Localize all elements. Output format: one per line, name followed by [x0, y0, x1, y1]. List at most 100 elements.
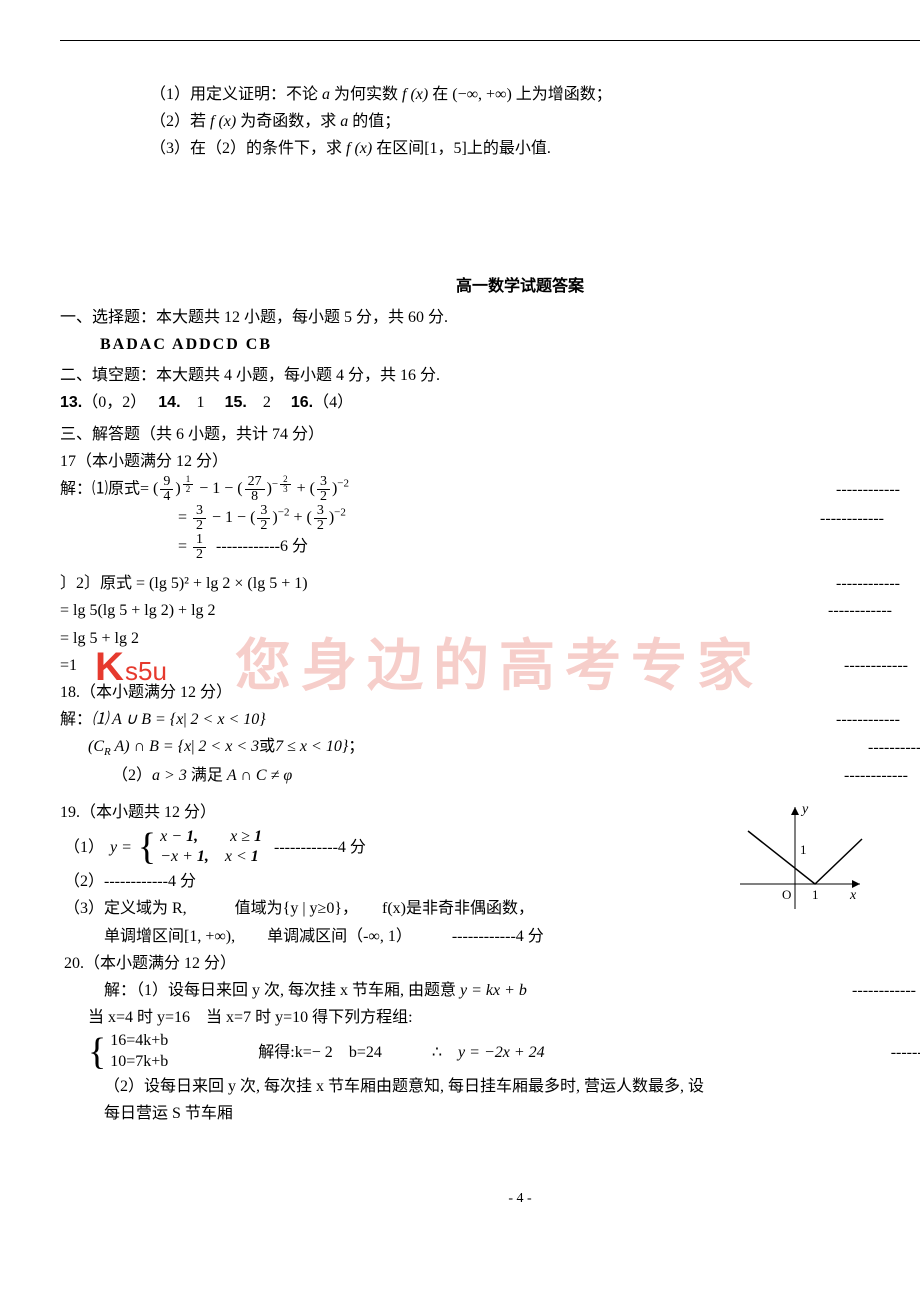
q20-line4: （2）设每日来回 y 次, 每次挂 x 节车厢由题意知, 每日挂车厢最多时, 营…: [60, 1073, 920, 1100]
label-16: 16.: [291, 394, 313, 411]
q17-title: 17（本小题满分 12 分）: [60, 448, 920, 475]
q18-line3: （2）a > 3 满足 A ∩ C ≠ φ ------------ 12 分: [60, 762, 920, 789]
ans-14: 1: [197, 394, 205, 411]
text: （3）在（2）的条件下，求: [150, 140, 346, 157]
fx: f (x): [210, 113, 236, 130]
system-brace: { 16=4k+b 10=7k+b: [88, 1031, 168, 1073]
q20-title: 20.（本小题满分 12 分）: [60, 950, 920, 977]
label-13: 13.: [60, 394, 82, 411]
text: 20.（本小题满分 12 分）: [64, 955, 236, 972]
text: 为何实数: [330, 86, 402, 103]
problem-part-2: （2）若 f (x) 为奇函数，求 a 的值；: [60, 108, 920, 135]
x-label: x: [849, 888, 857, 903]
prefix: 〕2〕原式: [60, 575, 136, 592]
ans-16: （4）: [313, 394, 353, 411]
score: ------------8 分: [868, 734, 920, 761]
prefix: （1）: [64, 834, 104, 861]
expr: =1: [60, 657, 77, 674]
mc-answers: BADAC ADDCD CB: [60, 331, 920, 358]
prefix: （2）: [112, 767, 152, 784]
text: 上为增函数；: [512, 86, 612, 103]
tick-1: 1: [812, 887, 819, 902]
score: ------------ 12 分: [844, 652, 920, 679]
prefix: 解：: [60, 711, 92, 728]
expr2: A ∩ C ≠ φ: [227, 767, 292, 784]
text: 在: [428, 86, 452, 103]
fx: f (x): [346, 140, 372, 157]
q18-title: 18.（本小题满分 12 分）: [60, 679, 920, 706]
tick-y: 1: [800, 842, 807, 857]
section-2-heading: 二、填空题：本大题共 4 小题，每小题 4 分，共 16 分.: [60, 362, 920, 389]
piecewise-bot: −x + 1, x < 1: [160, 848, 259, 865]
score: ------------ 4 分: [820, 505, 920, 532]
score: ------------ 12 分: [844, 762, 920, 789]
problem-part-1: （1）用定义证明：不论 a 为何实数 f (x) 在 (−∞, +∞) 上为增函…: [60, 81, 920, 108]
ans-15: 2: [263, 394, 271, 411]
mid: 满足: [187, 767, 227, 784]
k-val: − 2: [312, 1039, 333, 1066]
q20-line2: 当 x=4 时 y=16 当 x=7 时 y=10 得下列方程组:: [60, 1004, 920, 1031]
q17-line1: 解：⑴原式= (94)12 − 1 − (278)−23 + (32)−2 --…: [60, 475, 920, 504]
text: 在区间[1，5]上的最小值.: [372, 140, 551, 157]
expr: = (lg 5)² + lg 2 × (lg 5 + 1): [136, 575, 308, 592]
text: （2）------------4 分: [64, 873, 196, 890]
text: 单调增区间[1, +∞), 单调减区间（-∞, 1）: [104, 928, 412, 945]
problem-part-3: （3）在（2）的条件下，求 f (x) 在区间[1，5]上的最小值.: [60, 135, 920, 162]
answer-title: 高一数学试题答案: [60, 273, 920, 300]
suffix: ；: [348, 738, 364, 755]
section-1-heading: 一、选择题：本大题共 12 小题，每小题 5 分，共 60 分.: [60, 304, 920, 331]
therefore: ∴: [432, 1039, 458, 1066]
expr: = lg 5(lg 5 + lg 2) + lg 2: [60, 602, 216, 619]
score: ------------ 2 分: [836, 476, 920, 503]
q18-line1: 解：⑴ A ∪ B = {x| 2 < x < 10} ------------…: [60, 706, 920, 733]
q17-part2-line4: =1 ------------ 12 分: [60, 652, 920, 679]
q20-line1: 解：（1）设每日来回 y 次, 每次挂 x 节车厢, 由题意 y = kx + …: [60, 977, 920, 1004]
ans-13: （0，2）: [82, 394, 138, 411]
score: ------------ 10 分: [828, 597, 920, 624]
score: ------------4 分: [452, 923, 564, 950]
piecewise-top: x − 1, x ≥ 1: [160, 828, 262, 845]
text: 解：（1）设每日来回 y 次, 每次挂 x 节车厢, 由题意: [104, 982, 460, 999]
solve-label: 解得:k=: [258, 1039, 311, 1066]
score: ------------6 分: [216, 538, 308, 555]
score: ------------ 4 分: [836, 706, 920, 733]
var-a: a: [322, 86, 330, 103]
prefix: 解：⑴原式=: [60, 480, 149, 497]
interval: (−∞, +∞): [452, 86, 512, 103]
score: ------------4 分: [274, 834, 366, 861]
label-14: 14.: [158, 394, 180, 411]
q20-system: { 16=4k+b 10=7k+b 解得:k=− 2 b=24 ∴ y = −2…: [60, 1031, 920, 1073]
text: （1）用定义证明：不论: [150, 86, 322, 103]
text: 为奇函数，求: [236, 113, 340, 130]
section-3-heading: 三、解答题（共 6 小题，共计 74 分）: [60, 421, 920, 448]
page-number: - 4 -: [60, 1187, 920, 1211]
expr: (CR A) ∩ B = {x| 2 < x < 3或7 ≤ x < 10}: [88, 738, 348, 755]
expr: = 32 − 1 − (32)−2 + (32)−2: [178, 509, 346, 526]
label-15: 15.: [225, 394, 247, 411]
q19-line3b: 单调增区间[1, +∞), 单调减区间（-∞, 1） ------------4…: [60, 923, 920, 950]
piecewise: { x − 1, x ≥ 1 −x + 1, x < 1: [138, 827, 262, 869]
fx: f (x): [402, 86, 428, 103]
eq: y = kx + b: [460, 982, 527, 999]
q17-part2-line1: 〕2〕原式 = (lg 5)² + lg 2 × (lg 5 + 1) ----…: [60, 570, 920, 597]
expr: a > 3: [152, 767, 187, 784]
q17-part2-line3: = lg 5 + lg 2: [60, 625, 920, 652]
result-eq: y = −2x + 24: [458, 1039, 545, 1066]
expr: ⑴ A ∪ B = {x| 2 < x < 10}: [92, 711, 266, 728]
fill-answers: 13.（0，2） 14. 1 15. 2 16.（4）: [60, 389, 920, 416]
y-label: y: [800, 802, 809, 817]
score: ------------ 1 分: [852, 977, 920, 1004]
q17-line2: = 32 − 1 − (32)−2 + (32)−2 ------------ …: [60, 504, 920, 533]
text: 的值；: [348, 113, 400, 130]
y-eq: y =: [110, 834, 132, 861]
top-rule: [60, 40, 920, 41]
q17-part2-line2: = lg 5(lg 5 + lg 2) + lg 2 ------------ …: [60, 597, 920, 624]
sys-top: 16=4k+b: [110, 1032, 168, 1049]
q17-line3: = 12 ------------6 分: [60, 533, 920, 562]
expr: = 12: [178, 538, 208, 555]
sys-bot: 10=7k+b: [110, 1053, 168, 1070]
text: （3）定义域为 R, 值域为{y | y≥0}， f(x)是非奇非偶函数，: [64, 900, 534, 917]
q20-line5: 每日营运 S 节车厢: [60, 1100, 920, 1127]
text: （2）若: [150, 113, 210, 130]
score: ------- 6 分: [891, 1039, 920, 1066]
